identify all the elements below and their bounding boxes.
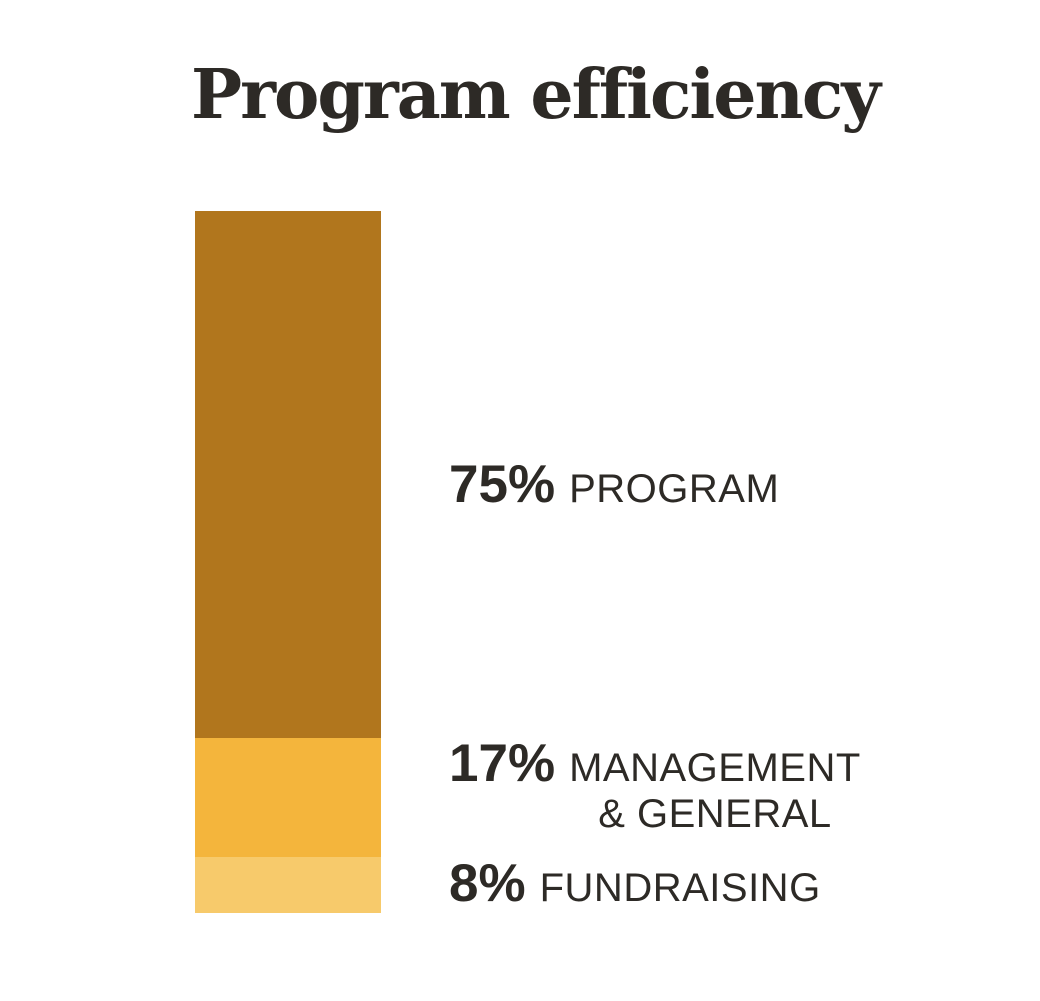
management-percentage: 17% [449, 734, 556, 793]
segment-label-fundraising: 8% FUNDRAISING [449, 857, 821, 911]
fundraising-percentage: 8% [449, 854, 526, 913]
segment-label-program: 75% PROGRAM [449, 458, 779, 512]
bar-segment-management [195, 737, 381, 857]
program-label-text: PROGRAM [569, 467, 780, 511]
bar-segment-fundraising [195, 856, 381, 913]
chart-title: Program efficiency [191, 55, 881, 135]
bar-segment-program [195, 211, 381, 738]
segment-label-management: 17% MANAGEMENT & GENERAL [449, 737, 861, 837]
fundraising-label-text: FUNDRAISING [539, 866, 821, 910]
management-label-text: MANAGEMENT & GENERAL [569, 746, 861, 836]
stacked-bar [195, 211, 381, 913]
program-percentage: 75% [449, 455, 556, 514]
